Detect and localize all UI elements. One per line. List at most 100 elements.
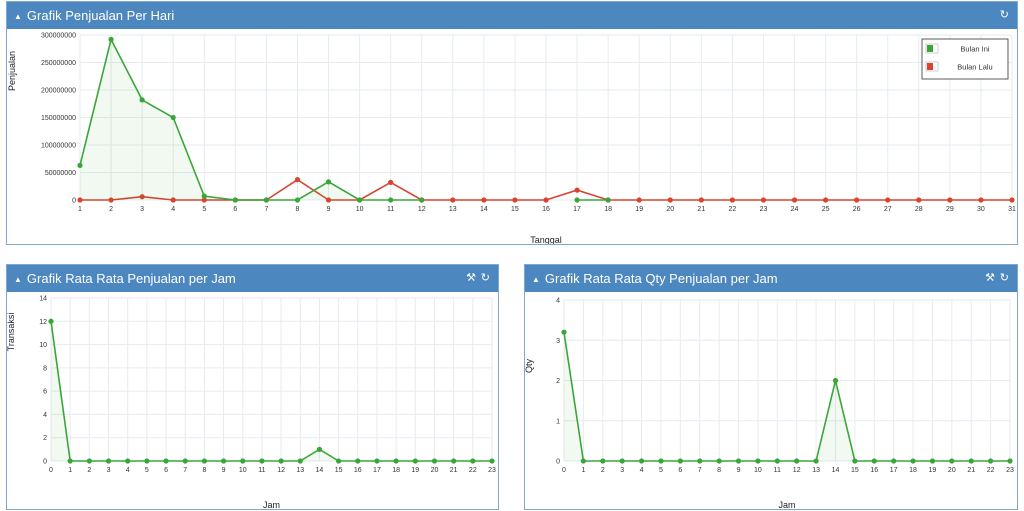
hourly-avg-title: Grafik Rata Rata Penjualan per Jam <box>26 271 236 286</box>
data-point <box>357 197 363 203</box>
x-tick-label: 9 <box>737 467 741 474</box>
x-tick-label: 13 <box>296 467 304 474</box>
x-tick-label: 24 <box>791 206 799 213</box>
data-point <box>978 197 984 203</box>
daily-sales-panel: ▲ Grafik Penjualan Per Hari ↻ 0 50000000 10… <box>6 1 1018 245</box>
x-tick-label: 3 <box>107 467 111 474</box>
refresh-icon[interactable]: ↻ <box>999 9 1009 21</box>
data-point <box>574 187 580 193</box>
data-point <box>259 458 265 464</box>
y-tick-label: 4 <box>43 412 47 419</box>
x-tick-label: 12 <box>277 467 285 474</box>
data-point <box>1009 197 1015 203</box>
chevron-up-icon[interactable]: ▲ <box>532 275 540 284</box>
data-point <box>910 458 916 464</box>
x-tick-label: 15 <box>851 467 859 474</box>
daily-sales-panel-title-wrap[interactable]: ▲ Grafik Penjualan Per Hari <box>14 2 174 29</box>
x-tick-label: 23 <box>1006 467 1014 474</box>
y-tick-label: 200000000 <box>41 88 76 95</box>
data-point <box>638 458 645 464</box>
y-tick-label: 50000000 <box>45 170 76 177</box>
legend-swatch <box>927 63 933 70</box>
refresh-icon[interactable]: ↻ <box>999 272 1009 284</box>
data-point <box>450 197 456 203</box>
x-tick-label: 7 <box>183 467 187 474</box>
series-area <box>564 332 1010 461</box>
data-point <box>854 197 860 203</box>
x-tick-label: 18 <box>909 467 917 474</box>
x-tick-label: 8 <box>202 467 206 474</box>
x-tick-label: 10 <box>356 206 364 213</box>
x-tick-label: 3 <box>620 467 624 474</box>
x-tick-label: 18 <box>604 206 612 213</box>
data-point <box>774 458 780 464</box>
y-tick-label: 150000000 <box>41 115 76 122</box>
data-point <box>823 197 829 203</box>
y-tick-label: 3 <box>556 338 560 345</box>
data-point <box>600 458 606 464</box>
x-tick-label: 28 <box>915 206 923 213</box>
x-tick-label: 2 <box>601 467 605 474</box>
series-line <box>79 37 422 201</box>
data-point <box>489 458 495 464</box>
data-point <box>729 197 736 203</box>
data-point <box>108 197 114 203</box>
x-tick-label: 16 <box>870 467 878 474</box>
data-point <box>67 458 73 464</box>
x-tick-label: 20 <box>431 467 439 474</box>
x-tick-label: 15 <box>335 467 343 474</box>
chevron-up-icon[interactable]: ▲ <box>14 12 22 21</box>
data-point <box>431 458 438 464</box>
data-point <box>232 197 238 203</box>
wrench-icon[interactable]: ⚒ <box>466 272 476 284</box>
y-tick-label: 2 <box>43 435 47 442</box>
data-point <box>891 458 897 464</box>
y-tick-label: 0 <box>556 459 560 466</box>
x-tick-label: 9 <box>222 467 226 474</box>
wrench-icon[interactable]: ⚒ <box>985 272 995 284</box>
x-tick-label: 17 <box>373 467 381 474</box>
x-tick-label: 18 <box>392 467 400 474</box>
series-line <box>50 321 492 462</box>
data-point <box>636 197 642 203</box>
chevron-up-icon[interactable]: ▲ <box>14 275 22 284</box>
data-point <box>294 177 301 183</box>
daily-sales-panel-header: ▲ Grafik Penjualan Per Hari ↻ <box>7 2 1017 29</box>
data-point <box>716 458 722 464</box>
data-point <box>294 197 301 203</box>
x-tick-label: 6 <box>678 467 682 474</box>
data-point <box>871 458 877 464</box>
data-point <box>393 458 399 464</box>
x-tick-label: 8 <box>717 467 721 474</box>
data-point <box>170 114 176 121</box>
y-axis-title: Penjualan <box>7 51 17 91</box>
hourly-qty-panel-title-wrap[interactable]: ▲ Grafik Rata Rata Qty Penjualan per Jam <box>532 265 778 292</box>
data-point <box>574 197 580 203</box>
legend-label: Bulan Ini <box>960 45 990 54</box>
y-axis-title: Qty <box>525 359 534 374</box>
x-tick-label: 30 <box>977 206 985 213</box>
data-point <box>48 318 54 324</box>
hourly-qty-panel-header: ▲ Grafik Rata Rata Qty Penjualan per Jam … <box>525 265 1017 292</box>
x-tick-label: 0 <box>562 467 566 474</box>
x-tick-label: 14 <box>316 467 324 474</box>
data-point <box>949 458 955 464</box>
refresh-icon[interactable]: ↻ <box>480 272 490 284</box>
x-tick-label: 17 <box>573 206 581 213</box>
x-tick-label: 13 <box>812 467 820 474</box>
x-tick-label: 2 <box>109 206 113 213</box>
y-tick-label: 100000000 <box>41 143 76 150</box>
data-point <box>667 197 673 203</box>
x-tick-label: 1 <box>78 206 82 213</box>
hourly-avg-panel-title-wrap[interactable]: ▲ Grafik Rata Rata Penjualan per Jam <box>14 265 236 292</box>
data-point <box>278 458 284 464</box>
x-axis-title: Jam <box>263 500 280 509</box>
data-point <box>580 458 586 464</box>
x-axis-title: Jam <box>778 500 795 509</box>
x-tick-label: 19 <box>635 206 643 213</box>
x-tick-label: 20 <box>948 467 956 474</box>
hourly-avg-panel-header: ▲ Grafik Rata Rata Penjualan per Jam ⚒ ↻ <box>7 265 498 292</box>
data-point <box>470 458 476 464</box>
x-tick-label: 23 <box>760 206 768 213</box>
x-tick-label: 7 <box>264 206 268 213</box>
